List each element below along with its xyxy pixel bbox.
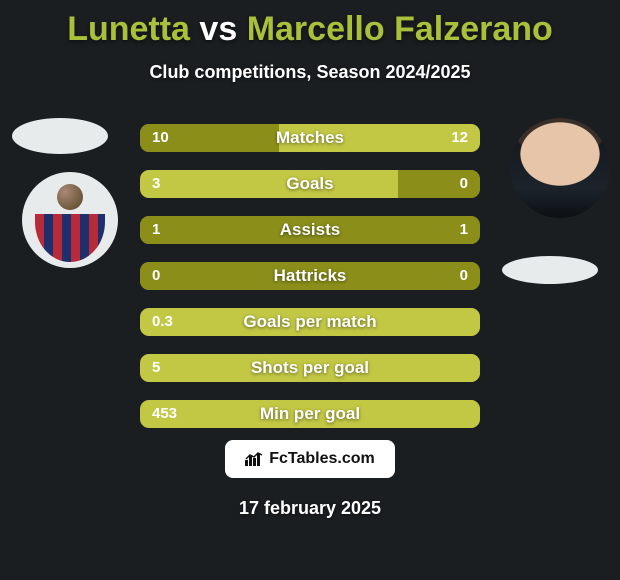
- title-vs: vs: [199, 10, 237, 48]
- stat-bars: 10 Matches 12 3 Goals 0 1 Assists 1 0 Ha…: [140, 124, 480, 446]
- crest-top: [35, 178, 105, 216]
- title-player2: Marcello Falzerano: [247, 10, 553, 48]
- stat-label: Matches: [140, 124, 480, 152]
- fctables-label: FcTables.com: [269, 450, 375, 468]
- stat-row: 0.3 Goals per match: [140, 308, 480, 336]
- stat-row: 3 Goals 0: [140, 170, 480, 198]
- stat-label: Assists: [140, 216, 480, 244]
- stat-row: 1 Assists 1: [140, 216, 480, 244]
- stat-value-right: 12: [451, 124, 468, 152]
- player1-avatar-ellipse: [12, 118, 108, 154]
- player1-club-crest: [22, 172, 118, 268]
- stat-row: 5 Shots per goal: [140, 354, 480, 382]
- stat-label: Min per goal: [140, 400, 480, 428]
- subtitle: Club competitions, Season 2024/2025: [0, 62, 620, 83]
- stat-label: Shots per goal: [140, 354, 480, 382]
- player-face-icon: [510, 118, 610, 218]
- stat-value-right: 0: [460, 170, 468, 198]
- stat-label: Goals per match: [140, 308, 480, 336]
- stat-label: Goals: [140, 170, 480, 198]
- stat-row: 453 Min per goal: [140, 400, 480, 428]
- fctables-chart-icon: [245, 452, 263, 466]
- stat-row: 0 Hattricks 0: [140, 262, 480, 290]
- crest-stripes: [35, 214, 105, 262]
- stat-value-right: 1: [460, 216, 468, 244]
- fctables-link[interactable]: FcTables.com: [225, 440, 395, 478]
- crest-ball-icon: [57, 184, 83, 210]
- player2-avatar: [510, 118, 610, 218]
- stat-label: Hattricks: [140, 262, 480, 290]
- stat-value-right: 0: [460, 262, 468, 290]
- date-label: 17 february 2025: [0, 498, 620, 519]
- player2-club-ellipse: [502, 256, 598, 284]
- page-title: Lunetta vs Marcello Falzerano: [0, 10, 620, 49]
- crest-shield-icon: [35, 178, 105, 262]
- title-player1: Lunetta: [67, 10, 190, 48]
- comparison-card: Lunetta vs Marcello Falzerano Club compe…: [0, 0, 620, 580]
- stat-row: 10 Matches 12: [140, 124, 480, 152]
